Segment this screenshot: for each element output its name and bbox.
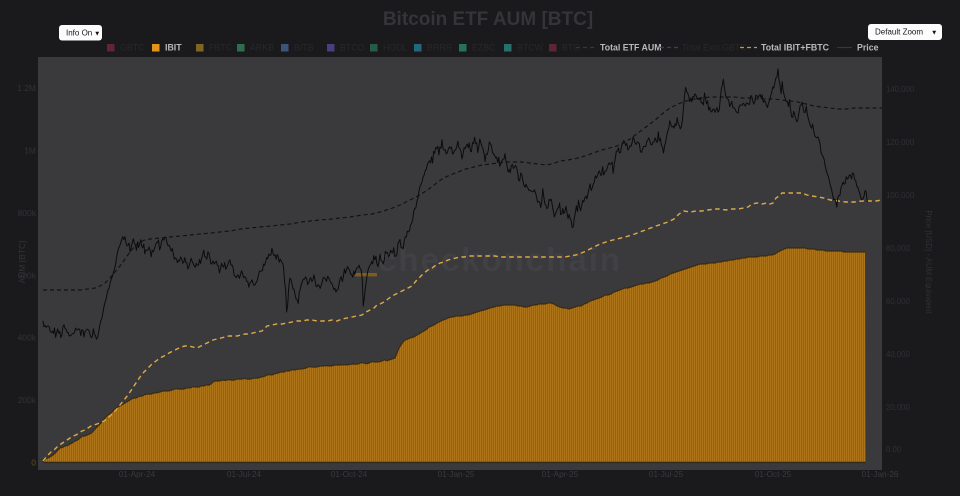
svg-text:0: 0 xyxy=(31,458,36,468)
svg-text:01-Jul-24: 01-Jul-24 xyxy=(227,470,262,479)
svg-text:BITB: BITB xyxy=(294,43,314,53)
svg-text:BTCO: BTCO xyxy=(340,43,365,53)
svg-text:200k: 200k xyxy=(18,395,37,405)
svg-text:EZBC: EZBC xyxy=(472,43,496,53)
svg-text:Total Excl GBTC: Total Excl GBTC xyxy=(682,43,747,53)
svg-text:1M: 1M xyxy=(24,146,36,156)
svg-text:Info On: Info On xyxy=(66,28,92,37)
svg-text:01-Jan-25: 01-Jan-25 xyxy=(438,470,475,479)
svg-text:60,000: 60,000 xyxy=(886,297,911,306)
svg-text:40,000: 40,000 xyxy=(886,350,911,359)
svg-text:Total ETF AUM: Total ETF AUM xyxy=(600,43,662,53)
svg-text:▼: ▼ xyxy=(931,30,937,37)
svg-text:140,000: 140,000 xyxy=(886,85,915,94)
svg-text:1.2M: 1.2M xyxy=(17,83,36,93)
svg-text:01-Oct-24: 01-Oct-24 xyxy=(331,470,368,479)
svg-text:BTC: BTC xyxy=(562,43,580,53)
svg-text:600k: 600k xyxy=(18,270,37,280)
svg-text:HODL: HODL xyxy=(383,43,408,53)
svg-text:120,000: 120,000 xyxy=(886,138,915,147)
svg-text:▼: ▼ xyxy=(94,30,100,37)
svg-text:100,000: 100,000 xyxy=(886,191,915,200)
svg-text:Price [USD] - AUM Equivalent: Price [USD] - AUM Equivalent xyxy=(924,210,933,314)
svg-text:IBIT: IBIT xyxy=(165,43,182,53)
svg-text:BTCW: BTCW xyxy=(517,43,544,53)
svg-text:800k: 800k xyxy=(18,208,37,218)
svg-text:Bitcoin ETF AUM [BTC]: Bitcoin ETF AUM [BTC] xyxy=(383,9,593,30)
svg-text:01-Apr-25: 01-Apr-25 xyxy=(542,470,579,479)
svg-text:AUM [BTC]: AUM [BTC] xyxy=(17,241,27,284)
svg-text:01-Jan-26: 01-Jan-26 xyxy=(862,470,899,479)
svg-text:01-Oct-25: 01-Oct-25 xyxy=(755,470,792,479)
svg-text:checkonchain: checkonchain xyxy=(378,241,622,278)
svg-text:01-Apr-24: 01-Apr-24 xyxy=(119,470,156,479)
svg-text:20,000: 20,000 xyxy=(886,403,911,412)
svg-text:ARKB: ARKB xyxy=(250,43,274,53)
svg-text:400k: 400k xyxy=(18,333,37,343)
svg-text:FBTC: FBTC xyxy=(209,43,233,53)
svg-text:0.00: 0.00 xyxy=(886,445,902,454)
svg-text:Price: Price xyxy=(857,43,879,53)
svg-text:BRRR: BRRR xyxy=(427,43,452,53)
svg-text:80,000: 80,000 xyxy=(886,244,911,253)
svg-text:Total IBIT+FBTC: Total IBIT+FBTC xyxy=(761,43,830,53)
svg-text:GBTC: GBTC xyxy=(120,43,145,53)
svg-text:Default Zoom: Default Zoom xyxy=(875,28,923,37)
svg-text:01-Jul-25: 01-Jul-25 xyxy=(649,470,684,479)
